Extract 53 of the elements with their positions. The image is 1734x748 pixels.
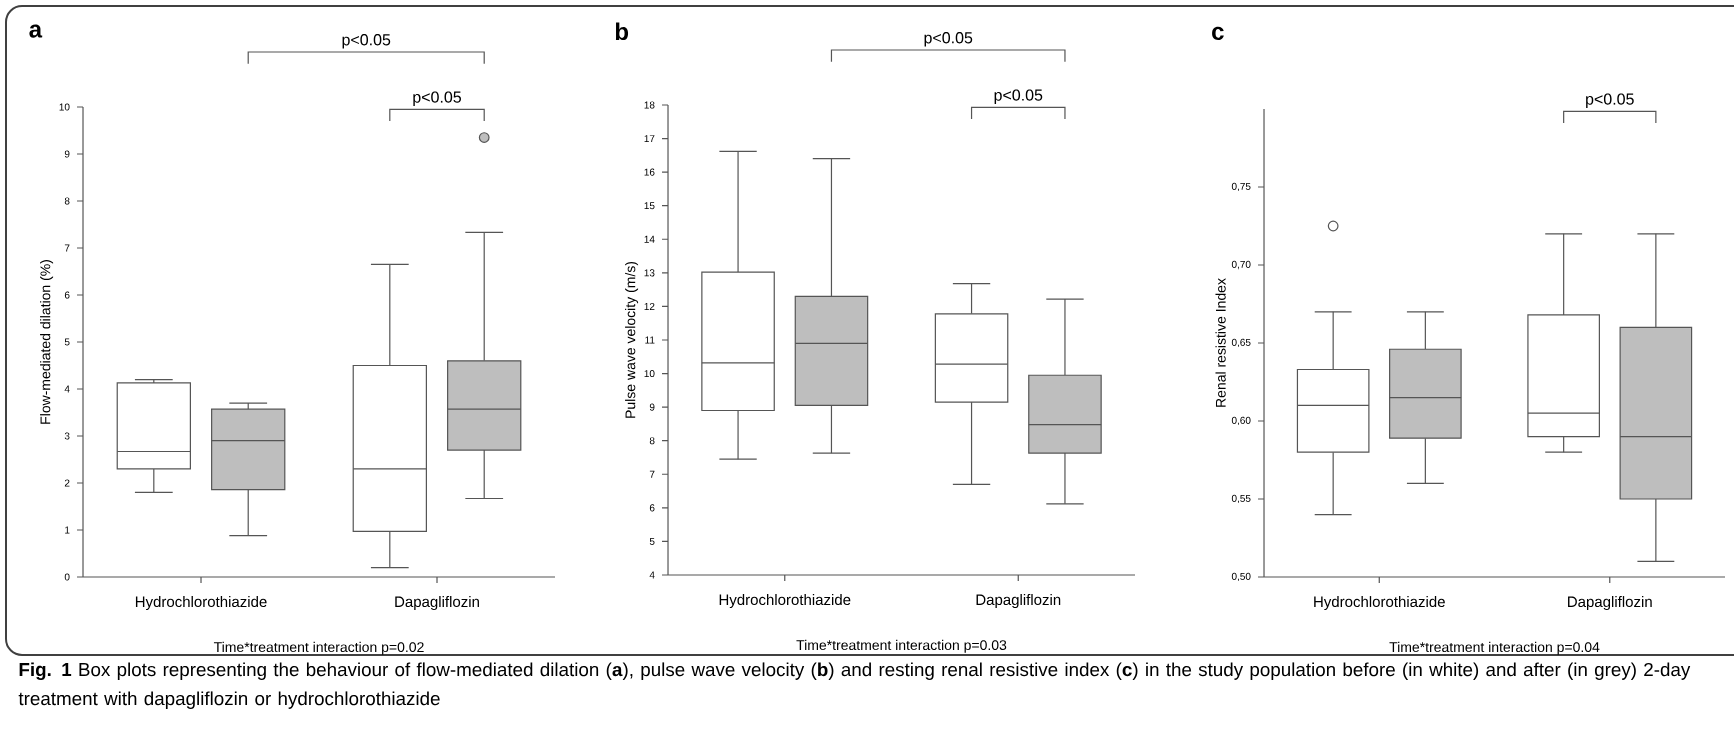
x-axis-title: Time*treatment interaction p=0.02 [213, 641, 424, 655]
y-axis-title: Renal resistive Index [1215, 278, 1226, 407]
y-tick-label: 6 [649, 504, 655, 512]
y-tick-label: 5 [64, 338, 70, 346]
y-tick-label: 14 [644, 235, 655, 243]
y-tick-label: 3 [64, 432, 70, 440]
x-tick-label: Dapagliflozin [395, 596, 479, 611]
y-axis-title: Flow-mediated dilation (%) [40, 260, 54, 424]
text: p<0.05 [924, 32, 973, 47]
y-tick-label: 1 [65, 526, 70, 534]
y-tick-label: 0,75 [1231, 182, 1251, 192]
y-tick-label: 0,60 [1231, 416, 1251, 426]
x-tick-label: Hydrochlorothiazide [1314, 596, 1445, 611]
y-tick-label: 11 [645, 336, 655, 344]
x-tick-label: Dapagliflozin [1568, 596, 1652, 611]
y-tick-label: 5 [649, 537, 655, 545]
text: p<0.05 [1586, 93, 1634, 108]
chart-title: c [1212, 26, 1224, 40]
y-tick-label: 10 [59, 103, 70, 111]
y-tick-label: 2 [64, 479, 70, 487]
x-tick-label: Dapagliflozin [976, 594, 1061, 609]
y-tick-label: 9 [649, 403, 655, 411]
y-tick-label: 6 [64, 291, 70, 299]
y-tick-label: 10 [644, 370, 655, 378]
y-tick-label: 0,50 [1231, 572, 1251, 582]
y-tick-label: 7 [64, 244, 70, 252]
y-tick-label: 0 [64, 573, 70, 581]
x-axis-title: Time*treatment interaction p=0.04 [1389, 641, 1600, 655]
chart-title: a [29, 24, 43, 38]
y-axis-title: Pulse wave velocity (m/s) [625, 261, 639, 418]
y-tick-label: 4 [64, 385, 70, 393]
y-tick-label: 0,65 [1231, 338, 1251, 348]
y-tick-label: 12 [644, 302, 655, 310]
text: Fig. 1 Box plots representing the behaviour of flow-mediated dilation (a), pulse wave velocity (b) and resting renal resistive index (c) in the study population before (in white) and after (in grey) 2-day treatment with dapagliflozin or hydrochlorothiazide [18, 662, 1691, 709]
text: p<0.05 [413, 91, 462, 106]
chart-title: b [615, 22, 629, 41]
y-tick-label: 17 [644, 135, 655, 142]
y-tick-label: 7 [649, 470, 655, 478]
x-axis-title: Time*treatment interaction p=0.03 [796, 639, 1007, 653]
y-tick-label: 16 [644, 168, 655, 176]
y-tick-label: 8 [64, 197, 70, 205]
y-tick-label: 9 [64, 150, 70, 158]
x-tick-label: Hydrochlorothiazide [135, 596, 267, 611]
y-tick-label: 18 [644, 101, 655, 109]
y-tick-label: 15 [644, 202, 655, 210]
y-tick-label: 8 [649, 437, 655, 445]
y-tick-label: 0,55 [1231, 494, 1251, 504]
text: p<0.05 [994, 89, 1043, 104]
text: p<0.05 [342, 34, 391, 49]
x-tick-label: Hydrochlorothiazide [719, 594, 851, 609]
y-tick-label: 13 [644, 269, 655, 277]
y-tick-label: 4 [649, 571, 655, 579]
y-tick-label: 0,70 [1231, 260, 1251, 270]
